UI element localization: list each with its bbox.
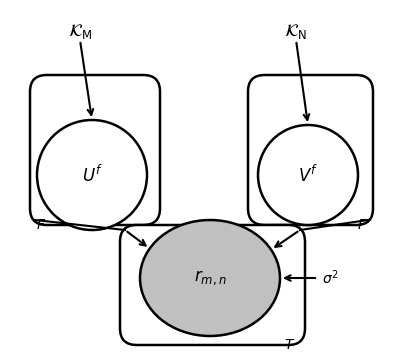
Text: $\sigma^2$: $\sigma^2$ <box>322 269 339 287</box>
Text: $\mathcal{K}_{\mathrm{M}}$: $\mathcal{K}_{\mathrm{M}}$ <box>68 22 92 41</box>
Circle shape <box>258 125 358 225</box>
FancyBboxPatch shape <box>120 225 305 345</box>
FancyBboxPatch shape <box>30 75 160 225</box>
Text: $T$: $T$ <box>284 338 295 352</box>
Ellipse shape <box>140 220 280 336</box>
Text: $F$: $F$ <box>36 218 46 232</box>
Text: $U^f$: $U^f$ <box>82 165 102 186</box>
Text: $V^f$: $V^f$ <box>298 165 318 186</box>
Circle shape <box>37 120 147 230</box>
Text: $\mathcal{K}_{\mathrm{N}}$: $\mathcal{K}_{\mathrm{N}}$ <box>284 22 308 41</box>
FancyBboxPatch shape <box>248 75 373 225</box>
Text: $r_{m,n}$: $r_{m,n}$ <box>194 269 227 287</box>
Text: $F$: $F$ <box>357 218 367 232</box>
